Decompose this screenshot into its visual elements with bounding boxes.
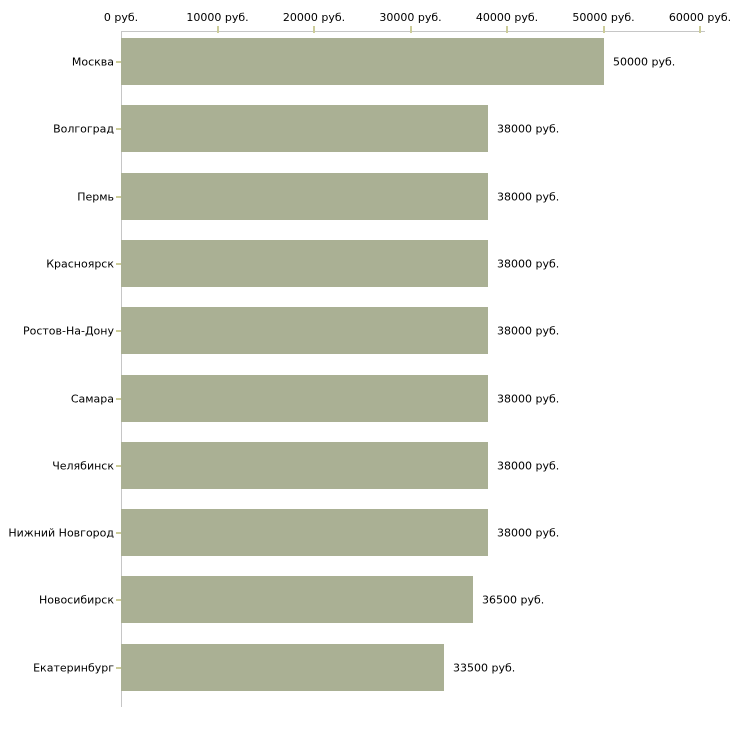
- y-axis-tick: [116, 330, 121, 332]
- x-axis-line: [121, 31, 705, 32]
- category-label: Волгоград: [53, 122, 114, 136]
- y-axis-tick: [116, 667, 121, 669]
- bar: [121, 240, 488, 287]
- x-axis-tick-label: 50000 руб.: [572, 11, 635, 24]
- x-axis-tick: [313, 26, 315, 33]
- x-axis-tick-label: 40000 руб.: [475, 11, 539, 24]
- value-label: 38000 руб.: [497, 459, 560, 473]
- category-label: Самара: [70, 392, 114, 406]
- y-axis-tick: [116, 599, 121, 601]
- value-label: 38000 руб.: [497, 392, 560, 406]
- value-label: 38000 руб.: [497, 526, 560, 540]
- category-label: Пермь: [77, 190, 114, 204]
- category-label: Екатеринбург: [33, 661, 114, 675]
- x-axis-tick-label: 60000 руб.: [668, 11, 730, 24]
- category-label: Нижний Новгород: [8, 526, 114, 540]
- x-axis-tick: [216, 26, 219, 33]
- category-label: Красноярск: [46, 257, 114, 271]
- x-axis-tick: [602, 26, 605, 33]
- value-label: 38000 руб.: [497, 190, 560, 204]
- value-label: 38000 руб.: [497, 122, 560, 136]
- y-axis-tick: [116, 532, 121, 534]
- bar: [121, 105, 488, 152]
- bar: [121, 375, 488, 422]
- y-axis-tick: [116, 196, 121, 198]
- x-axis-tick: [506, 26, 508, 33]
- y-axis-tick: [116, 263, 121, 265]
- bar: [121, 644, 444, 691]
- bar: [121, 307, 488, 354]
- value-label: 38000 руб.: [497, 257, 560, 271]
- x-axis-tick-label: 30000 руб.: [379, 11, 442, 24]
- x-axis-tick-label: 10000 руб.: [186, 11, 249, 24]
- y-axis-tick: [116, 398, 121, 400]
- y-axis-line: [121, 31, 122, 707]
- category-label: Новосибирск: [38, 593, 114, 607]
- bar: [121, 509, 488, 556]
- y-axis-tick: [116, 61, 121, 63]
- bar: [121, 576, 473, 623]
- category-label: Челябинск: [52, 459, 114, 473]
- bar: [121, 38, 604, 85]
- x-axis-tick: [409, 26, 412, 33]
- x-axis-tick-label: 20000 руб.: [282, 11, 346, 24]
- category-label: Москва: [71, 55, 114, 69]
- bar: [121, 173, 488, 220]
- value-label: 36500 руб.: [482, 593, 545, 607]
- y-axis-tick: [116, 128, 121, 130]
- value-label: 38000 руб.: [497, 324, 560, 338]
- value-label: 50000 руб.: [613, 55, 676, 69]
- x-axis-tick-label: 0 руб.: [103, 11, 139, 24]
- y-axis-tick: [116, 465, 121, 467]
- bar: [121, 442, 488, 489]
- x-axis-tick: [699, 26, 701, 33]
- category-label: Ростов-На-Дону: [22, 324, 114, 338]
- value-label: 33500 руб.: [453, 661, 516, 675]
